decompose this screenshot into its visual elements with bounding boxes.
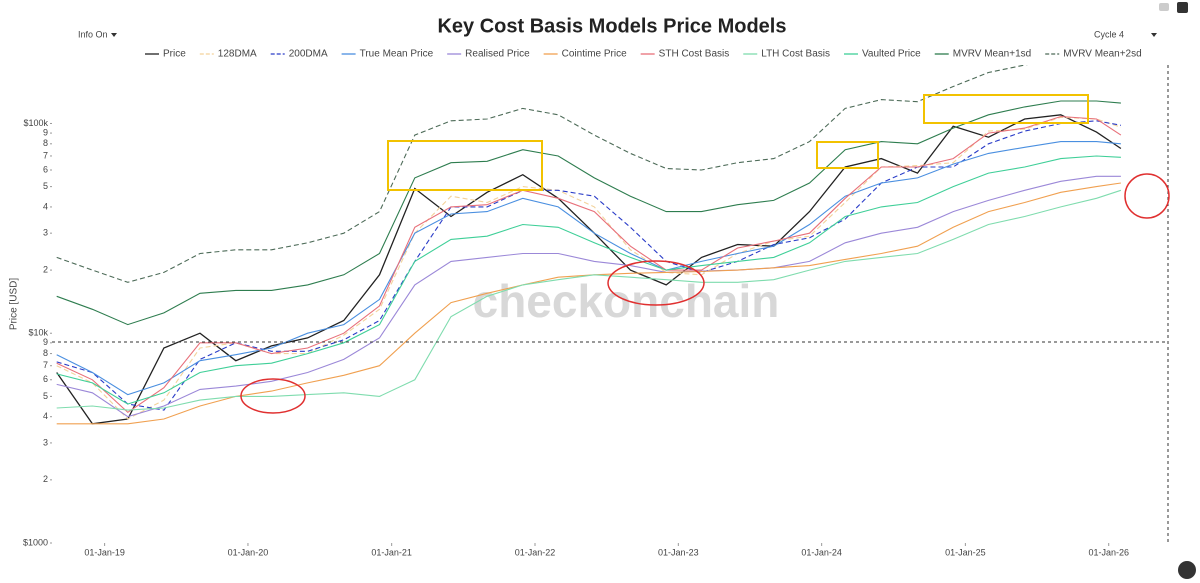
x-tick-label: 01-Jan-26 [1088, 547, 1129, 557]
legend-label[interactable]: True Mean Price [360, 49, 434, 60]
chart-title: Key Cost Basis Models Price Models [437, 15, 786, 37]
y-tick-label: 6 [43, 374, 48, 384]
dropdown-arrow [111, 33, 117, 37]
highlight-boxes [387, 94, 1089, 191]
x-tick-label: 01-Jan-21 [371, 547, 412, 557]
y-tick-label: 9 [43, 127, 48, 137]
series-line [56, 175, 1121, 418]
x-tick-label: 01-Jan-25 [945, 547, 986, 557]
y-tick-label: 9 [43, 337, 48, 347]
series-line [56, 141, 1121, 396]
avatar [1178, 561, 1196, 579]
x-tick-label: 01-Jan-22 [515, 547, 556, 557]
dropdown-arrow [1151, 33, 1157, 37]
series-line [56, 155, 1121, 405]
y-tick-label: $10k [28, 328, 48, 338]
x-tick-label: 01-Jan-23 [658, 547, 699, 557]
x-tick-label: 01-Jan-20 [228, 547, 269, 557]
logo-icon[interactable] [1177, 2, 1188, 13]
y-tick-label: 4 [43, 411, 48, 421]
y-tick-label: 8 [43, 138, 48, 148]
y-tick-label: 4 [43, 201, 48, 211]
legend-label[interactable]: STH Cost Basis [659, 49, 730, 60]
y-tick-label: 6 [43, 164, 48, 174]
legend-label[interactable]: Cointime Price [562, 49, 627, 60]
series-line [56, 115, 1122, 414]
legend-label[interactable]: MVRV Mean+1sd [953, 49, 1031, 60]
y-tick-label: 3 [43, 228, 48, 238]
legend-label[interactable]: MVRV Mean+2sd [1063, 49, 1141, 60]
legend-label[interactable]: 200DMA [289, 49, 328, 60]
y-tick-label: 2 [43, 474, 48, 484]
y-tick-label: 5 [43, 181, 48, 191]
y-tick-label: 3 [43, 437, 48, 447]
y-tick-label: 2 [43, 264, 48, 274]
legend-label[interactable]: 128DMA [218, 49, 257, 60]
series-line [56, 189, 1122, 411]
y-tick-label: 7 [43, 150, 48, 160]
plot-area [56, 65, 1122, 425]
legend-label[interactable]: Price [163, 49, 186, 60]
legend-label[interactable]: Vaulted Price [862, 49, 921, 60]
series-line [56, 65, 1029, 283]
camera-icon[interactable] [1159, 3, 1169, 11]
x-tick-label: 01-Jan-19 [84, 547, 125, 557]
series-line [56, 120, 1121, 411]
y-tick-label: 7 [43, 360, 48, 370]
y-tick-label: $100k [23, 118, 48, 128]
watermark: checkonchain [473, 275, 780, 327]
info-toggle[interactable]: Info On [78, 29, 108, 39]
legend-label[interactable]: Realised Price [465, 49, 530, 60]
y-tick-label: $1000 [23, 537, 48, 547]
series-line [56, 100, 1121, 326]
y-axis-label: Price [USD] [9, 278, 20, 330]
legend-label[interactable]: LTH Cost Basis [761, 49, 830, 60]
y-tick-label: 8 [43, 348, 48, 358]
series-line [56, 116, 1122, 420]
x-tick-label: 01-Jan-24 [801, 547, 842, 557]
cycle-select[interactable]: Cycle 4 [1094, 29, 1124, 39]
y-tick-label: 5 [43, 391, 48, 401]
highlight-circles [240, 173, 1170, 414]
